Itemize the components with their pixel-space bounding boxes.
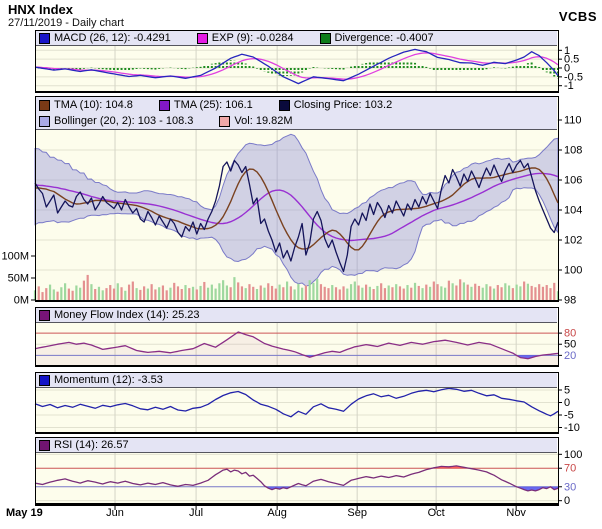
rsi-panel-separator [35, 503, 559, 506]
macd-ytick-label: 0 [564, 63, 570, 75]
macd-ytick-label: 0.5 [564, 54, 579, 66]
brand-logo: VCBS [558, 9, 597, 24]
macd-swatch-icon [196, 32, 208, 44]
legend-label: Divergence: -0.4007 [334, 32, 434, 44]
macd-swatch-icon [319, 32, 331, 44]
volume-ytick-label: 100M [1, 251, 29, 263]
macd-swatch-icon [39, 32, 50, 44]
legend-label: MACD (26, 12): -0.4291 [54, 32, 171, 44]
rsi-swatch-icon [39, 439, 50, 451]
macd-panel-separator [35, 91, 559, 93]
momentum-panel-separator [35, 432, 559, 434]
macd-line [34, 48, 559, 85]
rsi-ytick-label: 70 [564, 463, 576, 475]
momentum-ytick-label: 0 [564, 397, 570, 409]
legend-label: Money Flow Index (14): 25.23 [54, 309, 200, 321]
legend-item-price-0: TMA (10): 104.8 [39, 99, 133, 111]
legend-item-macd-0: MACD (26, 12): -0.4291 [39, 32, 171, 44]
rsi-ytick-label: 30 [564, 481, 576, 493]
legend-label: TMA (25): 106.1 [173, 99, 253, 111]
mfi-ytick-label: 50 [564, 339, 576, 351]
price-ytick-label: 102 [564, 235, 582, 247]
price-ytick-label: 108 [564, 145, 582, 157]
legend-row: TMA (10): 104.8 TMA (25): 106.1 Closing Pr… [36, 97, 557, 113]
legend-label: EXP (9): -0.0284 [211, 32, 294, 44]
rsi-ytick-label: 0 [564, 495, 570, 507]
exp-line [34, 52, 559, 80]
price-ytick-label: 100 [564, 265, 582, 277]
mfi-area-fill [35, 332, 558, 365]
legend-row: RSI (14): 26.57 [36, 438, 557, 452]
x-axis-label-jul: Jul [189, 507, 204, 519]
legend-label: Momentum (12): -3.53 [54, 374, 163, 386]
legend-item-momentum-0: Momentum (12): -3.53 [39, 374, 163, 386]
price-panel-separator [35, 300, 559, 302]
x-axis-start-label: May 19 [6, 507, 43, 519]
legend-label: RSI (14): 26.57 [54, 439, 129, 451]
x-axis-label-oct: Oct [427, 507, 445, 519]
mfi-line [34, 331, 559, 360]
macd-ytick-label: -1 [564, 80, 574, 92]
legend-label: TMA (10): 104.8 [54, 99, 133, 111]
price-ytick-label: 104 [564, 205, 582, 217]
legend-label: Closing Price: 103.2 [293, 99, 393, 111]
x-axis-label-aug: Aug [267, 507, 287, 519]
price-ytick-label: 106 [564, 175, 582, 187]
mfi-plot-background [35, 322, 558, 365]
momentum-plot-background [35, 387, 558, 432]
legend-item-macd-2: Divergence: -0.4007 [319, 32, 434, 44]
legend-item-rsi-0: RSI (14): 26.57 [39, 439, 129, 451]
legend-label: Vol: 19.82M [234, 115, 293, 127]
closing-price-line [34, 159, 559, 273]
momentum-ytick-label: -5 [564, 410, 574, 422]
macd-ytick-label: 1 [564, 45, 570, 57]
mfi-ytick-label: 80 [564, 328, 576, 340]
legend-row: MACD (26, 12): -0.4291 EXP (9): -0.0284 Di… [36, 31, 557, 45]
price-swatch-icon [278, 99, 290, 111]
volume-ytick-label: 50M [8, 273, 29, 285]
x-axis-label-jun: Jun [106, 507, 124, 519]
momentum-swatch-icon [39, 374, 50, 386]
legend-row: Money Flow Index (14): 25.23 [36, 308, 557, 322]
rsi-line [34, 465, 559, 492]
legend-item-macd-1: EXP (9): -0.0284 [196, 32, 294, 44]
momentum-legend: Momentum (12): -3.53 [36, 373, 557, 388]
x-axis-label-sep: Sep [347, 507, 367, 519]
legend-row: Bollinger (20, 2): 103 - 108.3 Vol: 19.82… [36, 113, 557, 129]
price-swatch-icon [219, 115, 231, 127]
price-swatch-icon [39, 99, 50, 111]
x-axis-label-nov: Nov [506, 507, 526, 519]
tma10-line [34, 167, 559, 251]
tma25-line [34, 172, 559, 242]
legend-label: Bollinger (20, 2): 103 - 108.3 [54, 115, 194, 127]
page-title: HNX Index [8, 2, 74, 17]
rsi-plot-background [35, 452, 558, 503]
mfi-panel-separator [35, 365, 559, 367]
legend-row: Momentum (12): -3.53 [36, 373, 557, 387]
mfi-ytick-label: 20 [564, 350, 576, 362]
price-legend: TMA (10): 104.8 TMA (25): 106.1 Closing Pr… [36, 97, 557, 130]
price-ytick-label: 98 [564, 295, 576, 307]
volume-ytick-label: 0M [14, 295, 29, 307]
momentum-ytick-label: -10 [564, 422, 580, 434]
rsi-ytick-label: 100 [564, 449, 582, 461]
price-swatch-icon [39, 115, 50, 127]
momentum-line [34, 387, 559, 418]
legend-item-mfi-0: Money Flow Index (14): 25.23 [39, 309, 200, 321]
macd-legend: MACD (26, 12): -0.4291 EXP (9): -0.0284 Di… [36, 31, 557, 46]
legend-item-price-3: Bollinger (20, 2): 103 - 108.3 [39, 115, 193, 127]
chart-subtitle: 27/11/2019 - Daily chart [8, 17, 124, 29]
price-swatch-icon [158, 99, 170, 111]
legend-item-price-2: Closing Price: 103.2 [278, 99, 393, 111]
price-ytick-label: 110 [564, 115, 582, 127]
legend-item-price-4: Vol: 19.82M [219, 115, 293, 127]
mfi-swatch-icon [39, 309, 50, 321]
rsi-legend: RSI (14): 26.57 [36, 438, 557, 453]
momentum-ytick-label: 5 [564, 385, 570, 397]
legend-item-price-1: TMA (25): 106.1 [158, 99, 253, 111]
macd-ytick-label: -0.5 [564, 71, 583, 83]
mfi-legend: Money Flow Index (14): 25.23 [36, 308, 557, 323]
